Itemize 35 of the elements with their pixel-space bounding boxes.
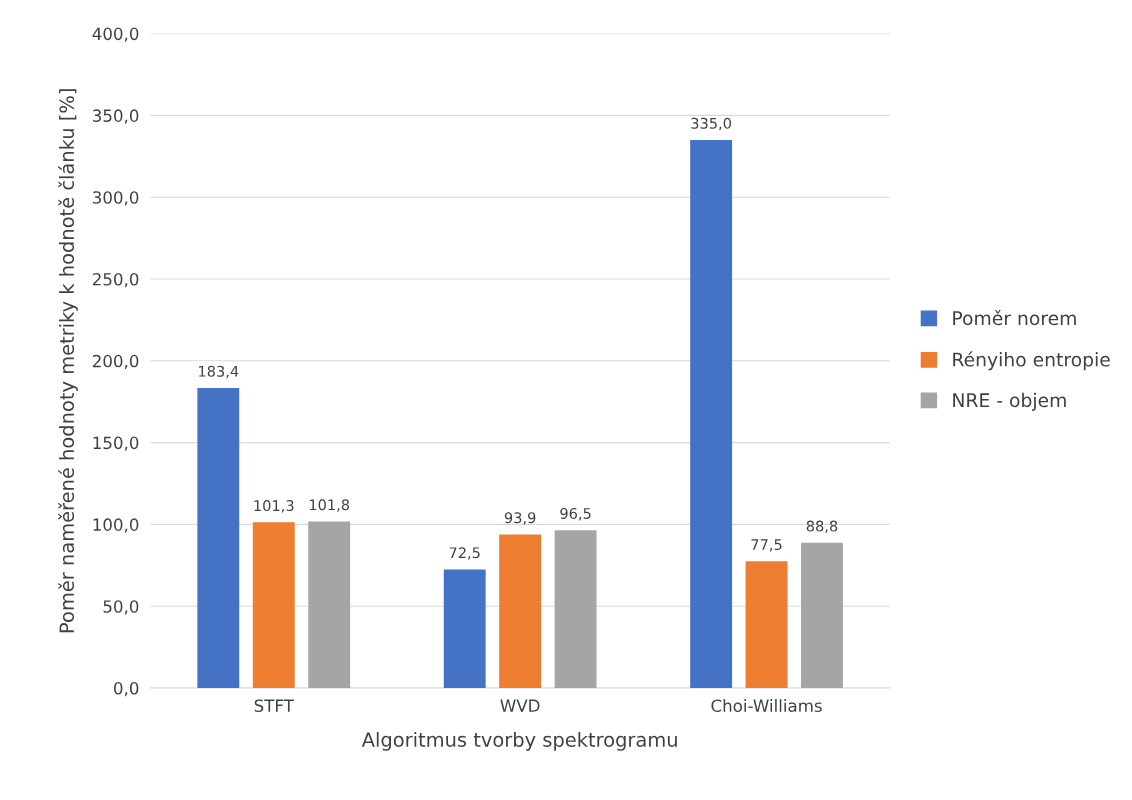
bar [443, 569, 486, 688]
bar [499, 534, 542, 688]
x-tick-label: STFT [254, 699, 294, 713]
y-tick-label: 400,0 [92, 27, 139, 42]
bar [197, 387, 240, 688]
data-label: 88,8 [806, 520, 838, 534]
y-tick-label: 250,0 [92, 272, 139, 288]
bar [308, 521, 351, 688]
y-tick-label: 50,0 [103, 600, 139, 615]
legend-label: Poměr norem [953, 309, 1076, 326]
bar [690, 139, 733, 688]
y-tick-label: 100,0 [93, 518, 139, 533]
legend-label: Rényiho entropie [953, 351, 1110, 371]
x-tick-label: WVD [500, 699, 540, 712]
bar [554, 530, 597, 688]
data-label: 101,3 [254, 500, 294, 513]
x-axis-title: Algoritmus tvorby spektrogramu [361, 731, 677, 751]
y-tick-label: 0,0 [114, 681, 139, 697]
y-tick-label: 200,0 [92, 354, 139, 370]
y-tick-label: 300,0 [93, 191, 139, 206]
y-tick-label: 350,0 [93, 109, 139, 124]
data-label: 72,5 [449, 547, 480, 560]
data-label: 93,9 [504, 512, 536, 525]
legend-label: NRE - objem [953, 392, 1066, 411]
data-label: 77,5 [751, 539, 782, 552]
bar [745, 561, 788, 688]
data-label: 183,4 [199, 365, 239, 379]
bar [252, 522, 295, 688]
x-tick-label: Choi-Williams [711, 699, 822, 713]
data-label: 96,5 [560, 507, 591, 521]
bar [801, 542, 843, 688]
y-axis-title: Poměr naměřené hodnoty metriky k hodnotě článku [%] [58, 89, 78, 633]
data-label: 101,8 [309, 499, 350, 512]
data-label: 335,0 [691, 117, 732, 131]
y-tick-label: 150,0 [93, 436, 139, 451]
